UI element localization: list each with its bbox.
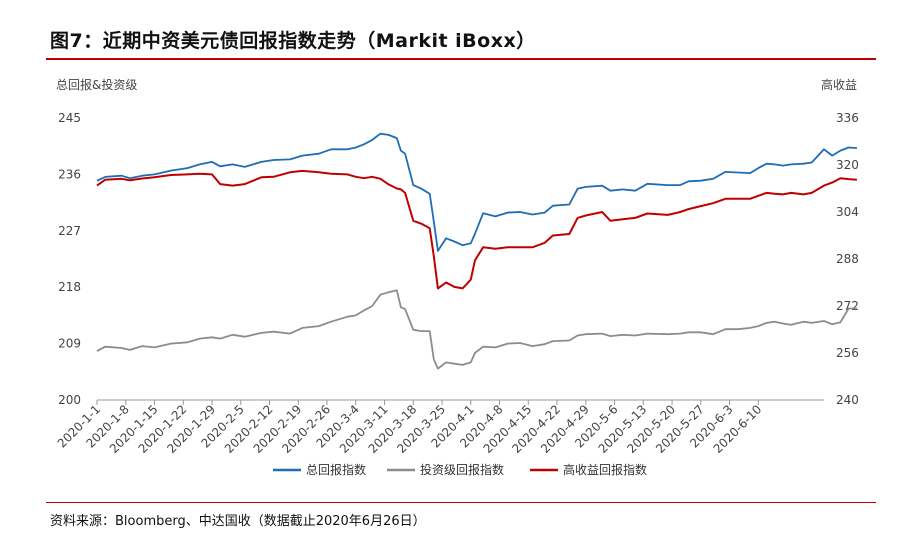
right-tick-label: 336 [836, 111, 859, 125]
series-layer [96, 132, 857, 370]
line-chart: 总回报&投资级 高收益 200 209 218 227 236 245 240 256 272 2… [55, 77, 859, 477]
right-axis-title: 高收益 [821, 77, 857, 92]
right-tick-label: 272 [836, 299, 859, 313]
figure-title: 图7：近期中资美元债回报指数走势（Markit iBoxx） [50, 30, 536, 52]
legend: 总回报指数 投资级回报指数 高收益回报指数 [273, 462, 647, 477]
right-tick-label: 240 [836, 393, 859, 407]
series-line-1 [96, 289, 857, 370]
legend-label-2: 高收益回报指数 [563, 462, 647, 477]
left-tick-label: 200 [58, 393, 81, 407]
source-divider [46, 502, 876, 503]
left-tick-label: 236 [58, 167, 81, 181]
right-tick-label: 320 [836, 158, 859, 172]
source-note: 资料来源：Bloomberg、中达国收（数据截止2020年6月26日） [50, 514, 426, 529]
left-tick-label: 209 [58, 337, 81, 351]
left-tick-label: 218 [58, 280, 81, 294]
axes: 2002092182272362452402562722883043203362… [55, 111, 859, 456]
title-divider [46, 58, 876, 60]
left-tick-label: 245 [58, 111, 81, 125]
legend-label-1: 投资级回报指数 [420, 462, 504, 477]
series-line-2 [96, 169, 857, 290]
right-tick-label: 304 [836, 205, 859, 219]
right-tick-label: 256 [836, 346, 859, 360]
right-tick-label: 288 [836, 252, 859, 266]
series-line-0 [96, 132, 857, 252]
legend-label-0: 总回报指数 [306, 462, 366, 477]
left-tick-label: 227 [58, 224, 81, 238]
left-axis-title: 总回报&投资级 [56, 77, 137, 92]
